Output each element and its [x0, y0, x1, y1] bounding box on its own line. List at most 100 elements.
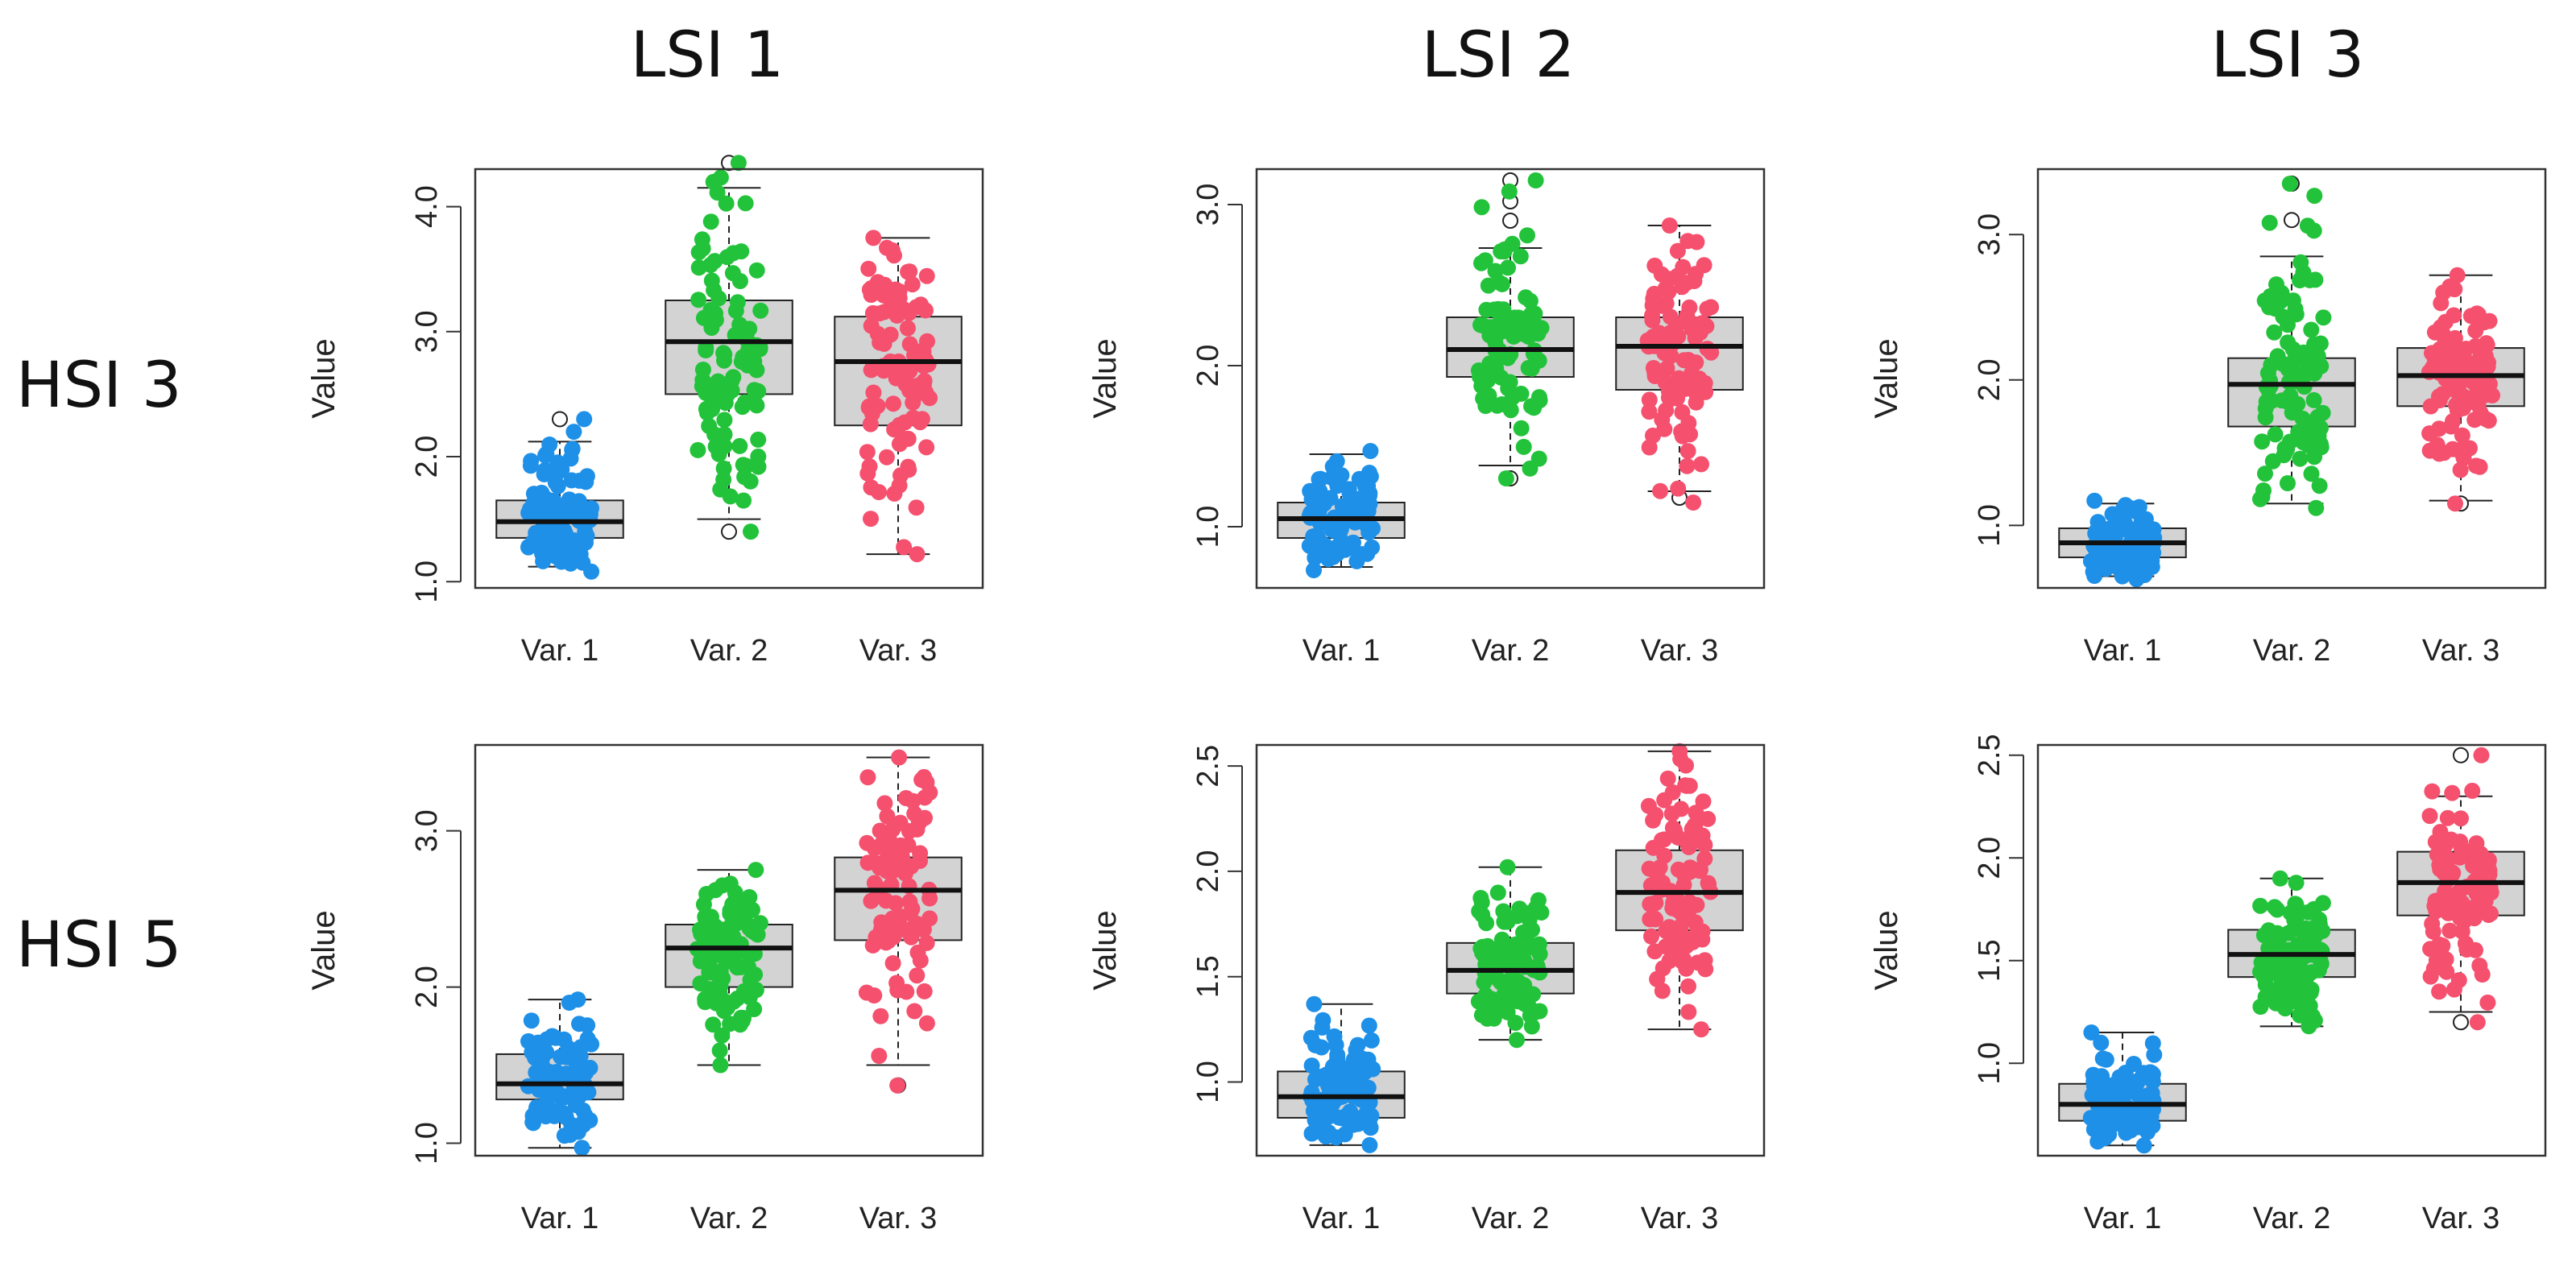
data-point — [919, 333, 935, 350]
data-point — [1301, 537, 1318, 554]
data-point — [561, 1043, 578, 1060]
data-point — [882, 326, 899, 343]
data-point — [1533, 904, 1550, 921]
data-point — [2466, 902, 2483, 919]
data-point — [918, 1015, 935, 1032]
data-point — [2146, 1046, 2163, 1063]
data-point — [1678, 777, 1695, 794]
data-point — [2135, 1137, 2152, 1154]
data-point — [1680, 978, 1696, 995]
data-point — [1495, 995, 1512, 1012]
data-point — [1518, 908, 1535, 925]
data-point — [520, 539, 536, 556]
data-point — [748, 397, 765, 414]
data-point — [2431, 983, 2448, 1000]
x-tick-label: Var. 1 — [1302, 1202, 1380, 1235]
data-point — [1472, 940, 1489, 957]
data-point — [1680, 1003, 1697, 1020]
data-point — [913, 772, 930, 788]
data-point — [1699, 300, 1716, 317]
data-point — [2468, 835, 2485, 852]
data-point — [752, 302, 769, 319]
data-point — [2441, 922, 2458, 939]
data-point — [1362, 1119, 1379, 1136]
data-point — [2294, 410, 2311, 427]
data-point — [1674, 428, 1691, 445]
data-point — [545, 492, 562, 509]
data-point — [2309, 424, 2325, 441]
data-point — [2118, 1084, 2135, 1101]
data-point — [2255, 927, 2272, 944]
data-point — [731, 437, 748, 454]
data-point — [2085, 1073, 2102, 1090]
data-point — [910, 814, 927, 831]
data-point — [863, 362, 880, 379]
data-point — [2467, 322, 2484, 339]
data-point — [1516, 983, 1533, 999]
data-point — [733, 243, 750, 260]
data-point — [1530, 352, 1547, 369]
data-point — [704, 401, 721, 417]
data-point — [2462, 308, 2479, 325]
data-point — [1530, 450, 1547, 467]
data-point — [1654, 297, 1671, 314]
data-point — [2436, 445, 2453, 461]
data-point — [2280, 475, 2296, 491]
data-point — [1686, 833, 1703, 850]
data-point — [1479, 368, 1496, 385]
data-point — [557, 1109, 574, 1126]
data-point — [921, 784, 938, 801]
data-point — [2434, 937, 2451, 954]
data-point — [896, 539, 913, 556]
data-point — [714, 1027, 731, 1044]
data-point — [750, 431, 767, 448]
data-point — [1363, 1032, 1380, 1049]
data-point — [2454, 427, 2470, 444]
data-point — [1655, 364, 1672, 380]
data-point — [2433, 295, 2450, 312]
x-tick-label: Var. 3 — [1641, 634, 1718, 668]
data-point — [1688, 394, 1704, 411]
data-point — [1504, 937, 1521, 954]
data-point — [876, 795, 893, 812]
data-point — [2477, 348, 2494, 365]
data-point — [2086, 492, 2103, 509]
data-point — [1662, 391, 1679, 408]
data-point — [1644, 312, 1661, 329]
data-point — [525, 1115, 541, 1132]
data-point — [571, 1016, 587, 1032]
data-point — [1526, 305, 1543, 322]
y-tick-label: 3.0 — [1191, 184, 1225, 226]
data-point — [888, 854, 905, 871]
data-point — [1500, 973, 1517, 989]
data-point — [2083, 1024, 2100, 1041]
data-point — [690, 441, 706, 458]
data-point — [1654, 832, 1670, 849]
data-point — [1658, 923, 1675, 940]
data-point — [750, 383, 767, 399]
data-point — [906, 1003, 923, 1020]
data-point — [2441, 278, 2458, 295]
data-point — [2114, 561, 2131, 577]
y-axis-label: Value — [1869, 338, 1904, 418]
data-point — [578, 528, 595, 544]
data-point — [2139, 1123, 2156, 1140]
data-point — [2273, 284, 2290, 301]
data-point — [2269, 925, 2285, 941]
data-point — [2118, 1124, 2135, 1141]
y-tick-label: 2.0 — [1973, 358, 2007, 401]
data-point — [1696, 374, 1713, 391]
data-point — [722, 488, 739, 505]
data-point — [2451, 849, 2468, 866]
data-point — [904, 276, 921, 293]
data-point — [1320, 1124, 1337, 1141]
data-point — [2267, 995, 2284, 1012]
data-point — [2254, 433, 2271, 450]
data-point — [575, 1116, 592, 1133]
data-point — [1333, 467, 1350, 484]
data-point — [2131, 499, 2147, 515]
box-plot-panel: 1.0 2.0 3.0 4.0 Value Var. 1 Var. 2 Var. 3 — [306, 155, 984, 668]
data-point — [2259, 365, 2276, 382]
data-point — [891, 749, 908, 766]
y-axis-label: Value — [1869, 910, 1904, 990]
